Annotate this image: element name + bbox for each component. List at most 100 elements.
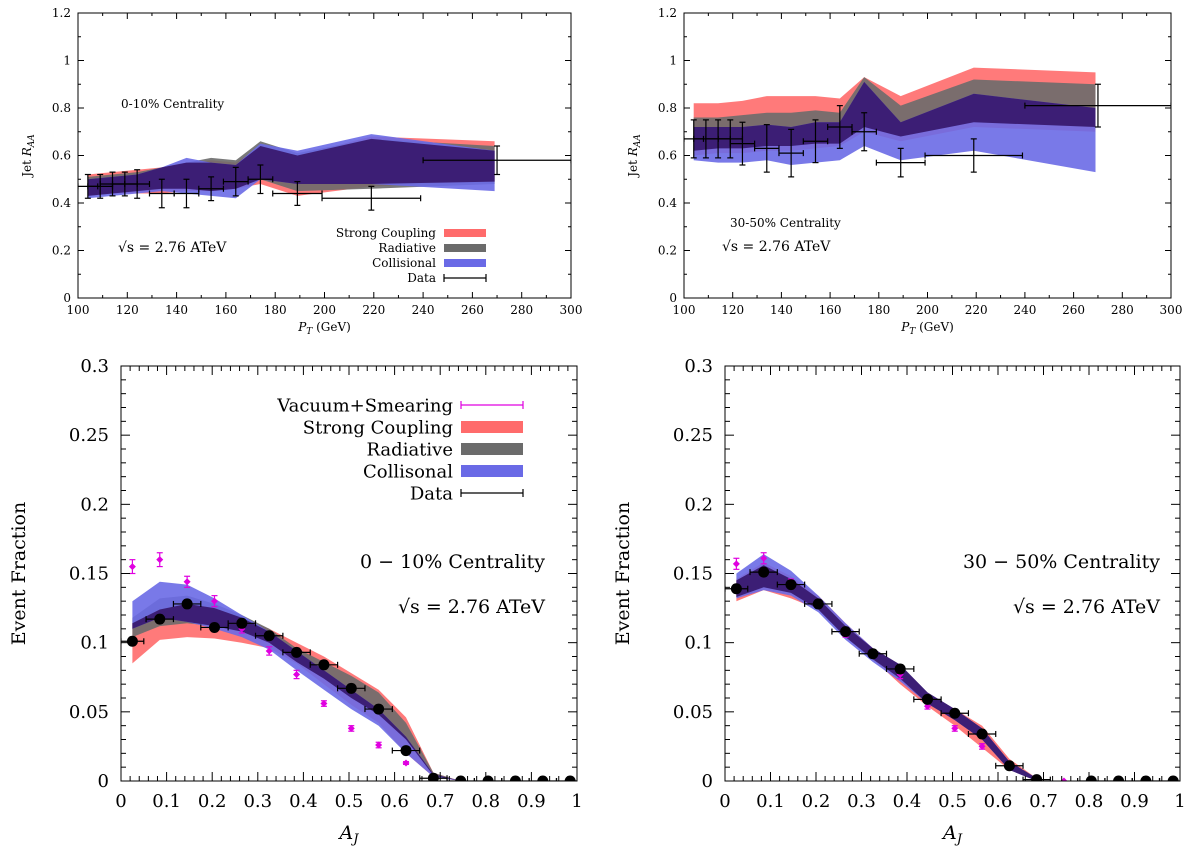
data-point-data <box>124 169 151 199</box>
plot-area <box>121 552 577 781</box>
data-marker-circle <box>894 663 906 675</box>
data-point-data <box>422 145 571 176</box>
y-tick-label: 0.3 <box>80 356 109 377</box>
data-point-data <box>804 598 833 610</box>
data-marker-circle <box>812 598 824 610</box>
data-point-data <box>145 613 175 625</box>
y-axis-label-word: Jet <box>20 156 34 179</box>
data-marker-diamond <box>1060 777 1068 781</box>
data-point-data <box>121 635 145 647</box>
x-tick-label: 0.6 <box>984 791 1013 812</box>
x-tick-label: 1 <box>571 791 582 812</box>
x-tick-label: 280 <box>1111 303 1134 317</box>
data-point-data <box>172 598 202 610</box>
y-tick-label: 0.2 <box>52 244 71 258</box>
y-tick-label: 0.6 <box>52 149 71 163</box>
y-axis-label-subscript: AA <box>633 134 643 148</box>
data-marker-diamond <box>732 560 740 568</box>
band-overlap <box>693 81 1096 151</box>
x-tick-label: 120 <box>116 303 139 317</box>
y-tick-label: 0.1 <box>80 633 109 654</box>
data-marker-circle <box>318 659 330 671</box>
data-point-vacuum-smearing <box>156 552 164 568</box>
data-marker-circle <box>181 598 193 610</box>
x-tick-label: 300 <box>560 303 583 317</box>
plot-area <box>684 67 1171 178</box>
data-marker-circle <box>758 566 770 578</box>
data-point-vacuum-smearing <box>128 559 136 575</box>
x-tick-label: 0.6 <box>380 791 409 812</box>
data-marker-circle <box>345 682 357 694</box>
data-marker-circle <box>921 693 933 705</box>
x-tick-label: 0.4 <box>893 791 922 812</box>
data-point-data <box>337 682 366 694</box>
x-tick-label: 200 <box>916 303 939 317</box>
data-point-data <box>995 760 1024 772</box>
x-tick-label: 0.2 <box>802 791 831 812</box>
data-point-vacuum-smearing <box>978 742 986 750</box>
y-tick-label: 0.8 <box>52 101 71 115</box>
data-point-data <box>851 112 877 152</box>
data-point-data <box>419 772 448 781</box>
centrality-annotation: 30-50% Centrality <box>730 216 841 230</box>
energy-annotation: √s = 2.76 ATeV <box>118 240 227 256</box>
x-tick-label: 0.8 <box>471 791 500 812</box>
data-point-data <box>254 630 284 642</box>
data-point-data <box>940 707 970 719</box>
data-point-data <box>200 621 229 633</box>
data-marker-circle <box>785 579 797 591</box>
x-tick-label: 180 <box>867 303 890 317</box>
data-point-data <box>749 566 778 578</box>
y-axis-label-subscript: AA <box>27 134 37 148</box>
y-axis-label: Event Fraction <box>8 502 30 645</box>
x-tick-label: 200 <box>313 303 336 317</box>
x-tick-label: 120 <box>721 303 744 317</box>
data-marker-diamond <box>210 597 218 605</box>
x-tick-label: 300 <box>1160 303 1183 317</box>
x-axis-label: PT (GeV) <box>297 320 351 337</box>
data-point-data <box>875 147 926 178</box>
data-point-data <box>729 121 756 166</box>
x-tick-label: 0.5 <box>335 791 364 812</box>
y-tick-label: 0.8 <box>658 101 677 115</box>
plot-area <box>725 552 1180 781</box>
data-point-data <box>247 164 274 195</box>
data-marker-circle <box>867 648 879 660</box>
data-marker-diamond <box>375 741 383 749</box>
data-point-data <box>173 178 200 209</box>
legend-swatch-0 <box>444 229 486 237</box>
x-tick-label: 0.2 <box>198 791 227 812</box>
x-tick-label: 0.4 <box>289 791 318 812</box>
data-point-vacuum-smearing <box>1060 777 1068 781</box>
energy-annotation: √s = 2.76 ATeV <box>1013 596 1160 618</box>
legend-label: Radiative <box>378 241 436 255</box>
data-point-data <box>309 659 339 671</box>
x-tick-label: 140 <box>770 303 793 317</box>
data-marker-circle <box>949 707 961 719</box>
x-tick-label: 100 <box>67 303 90 317</box>
x-axis-label-unit: (GeV) <box>312 320 351 334</box>
y-tick-label: 1 <box>669 54 677 68</box>
legend-swatch-1 <box>461 421 523 433</box>
data-marker-diamond <box>183 578 191 586</box>
y-tick-label: 0.4 <box>658 196 677 210</box>
data-point-data <box>272 181 323 206</box>
x-axis-label-subscript: T <box>909 327 916 337</box>
data-point-vacuum-smearing <box>183 575 191 588</box>
centrality-annotation: 0-10% Centrality <box>121 97 224 111</box>
x-tick-label: 220 <box>965 303 988 317</box>
legend-label: Collisonal <box>363 461 453 482</box>
legend-swatch-2 <box>444 259 486 267</box>
data-point-vacuum-smearing <box>210 595 218 608</box>
y-axis-label: Jet RAA <box>626 134 643 179</box>
legend-label: Vacuum+Smearing <box>276 395 453 416</box>
data-point-data <box>364 703 393 715</box>
x-axis-label-symbol: A <box>941 822 957 844</box>
x-axis-label: AJ <box>941 822 963 847</box>
y-tick-label: 0 <box>669 291 677 305</box>
centrality-annotation: 30 − 50% Centrality <box>963 551 1160 573</box>
y-tick-label: 0.25 <box>69 425 109 446</box>
x-axis-label-subscript: J <box>954 832 963 847</box>
x-tick-label: 0.1 <box>152 791 181 812</box>
data-point-data <box>924 138 1024 173</box>
